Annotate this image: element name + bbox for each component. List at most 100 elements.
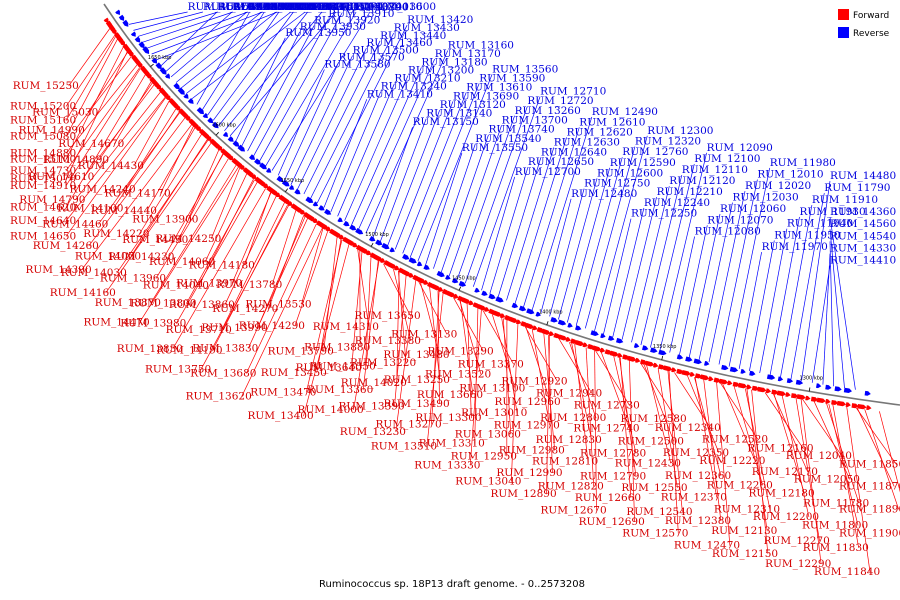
forward-gene-label: RUM_12160 <box>747 443 813 455</box>
reverse-gene-label: RUM_14580 <box>248 1 314 13</box>
forward-gene-arrow <box>103 17 109 23</box>
forward-leader-line <box>558 338 593 394</box>
forward-gene-arrow <box>508 316 518 323</box>
forward-leader-line <box>351 251 363 368</box>
reverse-gene-arrow <box>173 82 180 90</box>
forward-gene-label: RUM_12050 <box>794 474 860 486</box>
forward-gene-arrow <box>713 377 721 383</box>
forward-leader-line <box>139 134 202 235</box>
forward-gene-label: RUM_13960 <box>100 273 166 285</box>
forward-leader-line <box>394 275 407 407</box>
reverse-gene-arrow <box>590 330 599 336</box>
forward-gene-arrow <box>151 79 160 88</box>
scale-tick-label: 1400 kbp <box>539 310 563 316</box>
forward-gene-arrow <box>228 155 234 161</box>
reverse-leader-line <box>659 152 707 351</box>
reverse-gene-arrow <box>115 9 120 15</box>
forward-gene-label: RUM_12580 <box>621 413 687 425</box>
forward-gene-arrow <box>251 174 257 179</box>
forward-leader-line <box>160 126 194 194</box>
forward-gene-label: RUM_13490 <box>384 398 450 410</box>
forward-gene-arrow <box>107 23 116 33</box>
forward-gene-label: RUM_13640 <box>296 362 362 374</box>
reverse-gene-arrow <box>187 98 194 104</box>
reverse-leader-line <box>137 11 219 37</box>
forward-gene-arrow <box>446 290 456 298</box>
forward-gene-label: RUM_12430 <box>615 457 681 469</box>
reverse-gene-label: RUM_14130 <box>293 1 359 13</box>
forward-gene-arrow <box>128 51 134 58</box>
forward-leader-line <box>185 179 255 304</box>
reverse-gene-arrow <box>445 274 451 280</box>
reverse-leader-line <box>191 11 306 100</box>
forward-gene-label: RUM_14160 <box>50 287 116 299</box>
reverse-gene-label: RUM_13920 <box>314 15 380 27</box>
reverse-gene-arrow <box>511 302 519 309</box>
reverse-gene-label: RUM_13210 <box>394 73 460 85</box>
reverse-gene-arrow <box>749 370 756 376</box>
forward-gene-arrow <box>359 246 369 254</box>
forward-leader-line <box>365 256 372 367</box>
reverse-leader-line <box>247 25 315 152</box>
reverse-gene-label: RUM_14210 <box>250 1 316 13</box>
reverse-gene-label: RUM_15270 <box>188 1 254 13</box>
scale-tick-label: 1550 kbp <box>281 178 305 184</box>
forward-gene-arrow <box>671 367 677 373</box>
forward-leader-line <box>395 280 417 432</box>
forward-leader-line <box>241 227 323 397</box>
reverse-gene-label: RUM_14480 <box>830 170 896 182</box>
scale-tick-mark <box>808 387 811 392</box>
forward-gene-label: RUM_14790 <box>19 194 85 206</box>
forward-leader-line <box>733 386 764 486</box>
reverse-leader-line <box>277 69 325 176</box>
forward-leader-line <box>781 395 810 517</box>
leader-lines <box>65 11 900 572</box>
forward-gene-label: RUM_14460 <box>42 218 108 230</box>
forward-leader-line <box>224 196 277 306</box>
reverse-gene-arrow <box>650 347 658 353</box>
reverse-gene-label: RUM_12210 <box>657 186 723 198</box>
reverse-gene-label: RUM_14560 <box>830 218 896 230</box>
reverse-gene-arrow <box>196 107 204 115</box>
forward-gene-arrow <box>146 73 152 80</box>
forward-gene-label: RUM_13900 <box>132 213 198 225</box>
reverse-gene-label: RUM_14330 <box>830 243 896 255</box>
reverse-leader-line <box>594 135 648 332</box>
reverse-leader-line <box>780 205 813 378</box>
reverse-leader-line <box>161 11 218 66</box>
forward-gene-label: RUM_14730 <box>10 165 76 177</box>
reverse-gene-label: RUM_12240 <box>644 197 710 209</box>
reverse-gene-label: RUM_13560 <box>492 63 558 75</box>
forward-gene-label: RUM_14050 <box>75 250 141 262</box>
forward-gene-label: RUM_14620 <box>10 201 76 213</box>
reverse-gene-arrow <box>729 366 739 373</box>
forward-leader-line <box>271 210 297 286</box>
forward-gene-arrow <box>681 370 691 376</box>
reverse-leader-line <box>344 75 409 221</box>
forward-gene-arrow <box>689 372 695 377</box>
forward-leader-line <box>687 375 720 453</box>
forward-gene-arrow <box>325 226 331 232</box>
reverse-gene-arrow <box>159 67 167 75</box>
forward-leader-line <box>105 142 212 294</box>
forward-gene-label: RUM_13980 <box>120 318 186 330</box>
reverse-gene-label: RUM_14150 <box>264 1 330 13</box>
forward-leader-line <box>531 329 551 426</box>
forward-gene-label: RUM_12470 <box>674 540 740 552</box>
forward-gene-label: RUM_13880 <box>304 341 370 353</box>
forward-gene-arrow <box>796 394 806 400</box>
forward-gene-label: RUM_12810 <box>532 456 598 468</box>
reverse-gene-label: RUM_14350 <box>305 1 371 13</box>
forward-gene-arrow <box>281 197 291 205</box>
forward-gene-label: RUM_13380 <box>355 335 421 347</box>
forward-leader-line <box>65 67 140 172</box>
forward-gene-label: RUM_12660 <box>575 492 641 504</box>
reverse-gene-label: RUM_13500 <box>353 45 419 57</box>
forward-gene-arrow <box>379 258 386 263</box>
forward-gene-label: RUM_12370 <box>661 492 727 504</box>
forward-gene-arrow <box>532 325 538 331</box>
forward-leader-line <box>245 223 317 374</box>
forward-leader-line <box>722 383 756 462</box>
forward-gene-label: RUM_13270 <box>376 419 442 431</box>
forward-gene-arrow <box>757 386 767 393</box>
